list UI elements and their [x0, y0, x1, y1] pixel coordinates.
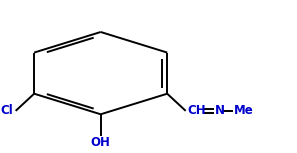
Text: Cl: Cl [0, 104, 13, 117]
Text: Me: Me [234, 104, 254, 117]
Text: N: N [215, 104, 225, 117]
Text: CH: CH [187, 104, 206, 117]
Text: OH: OH [91, 136, 110, 149]
